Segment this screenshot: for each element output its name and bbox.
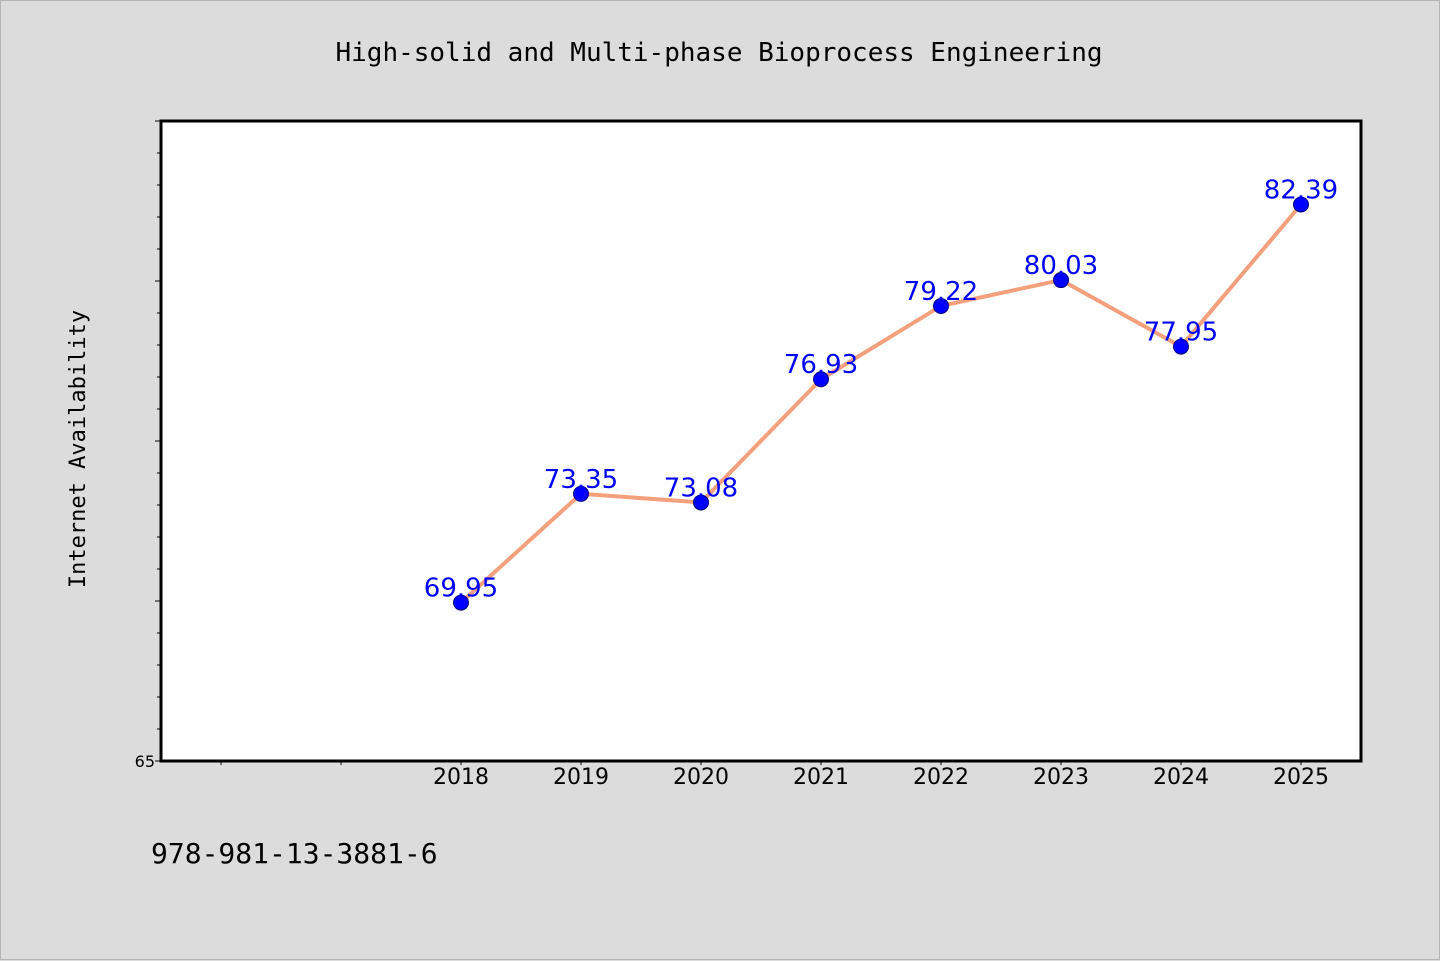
chart-title: High-solid and Multi-phase Bioprocess En…	[335, 38, 1102, 68]
x-tick-label: 2018	[433, 765, 489, 790]
data-label: 80.03	[1024, 251, 1098, 281]
x-tick-label: 2021	[793, 765, 849, 790]
data-point	[813, 371, 829, 388]
data-label: 73.08	[664, 473, 738, 503]
data-point	[1053, 272, 1069, 289]
data-labels: 69.95 73.35 73.08 76.93 79.22 80.03 77.95 82.39	[424, 176, 1338, 604]
x-tick-label: 2025	[1273, 765, 1329, 790]
data-label: 69.95	[424, 574, 498, 604]
x-tick-label: 2024	[1153, 765, 1209, 790]
y-axis-label: Internet Availability	[66, 310, 91, 588]
x-tick-label: 2019	[553, 765, 609, 790]
y-tick-label: 65	[135, 752, 155, 771]
x-tick-label: 2020	[673, 765, 729, 790]
data-label: 82.39	[1264, 176, 1338, 206]
data-point	[573, 485, 589, 502]
data-point	[453, 594, 469, 611]
data-label: 79.22	[904, 277, 978, 307]
data-point	[1293, 196, 1309, 213]
data-point	[933, 297, 949, 314]
isbn-text: 978-981-13-3881-6	[151, 837, 438, 870]
series-line	[459, 202, 1303, 605]
axis-ticks: 65 2018 2019 2020 2021 2022 2023 2024 2025	[135, 120, 1329, 790]
series-layer	[453, 196, 1309, 611]
data-label: 76.93	[784, 350, 858, 380]
data-label: 73.35	[544, 465, 618, 495]
data-point	[693, 494, 709, 511]
x-tick-label: 2023	[1033, 765, 1089, 790]
data-point	[1173, 338, 1189, 355]
x-tick-label: 2022	[913, 765, 969, 790]
data-label: 77.95	[1144, 318, 1218, 348]
